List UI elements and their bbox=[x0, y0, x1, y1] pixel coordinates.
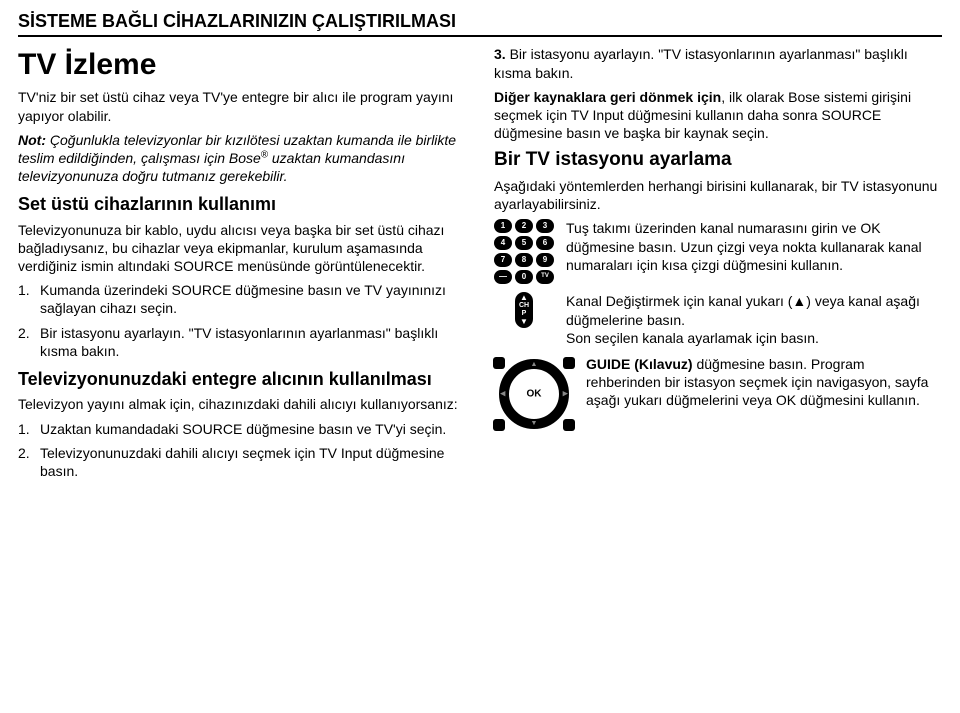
list-item: 2.Bir istasyonu ayarlayın. "TV istasyonl… bbox=[18, 324, 466, 360]
nav-corner-icon bbox=[493, 419, 505, 431]
intro-text: TV'niz bir set üstü cihaz veya TV'ye ent… bbox=[18, 88, 466, 124]
chpad-block: ▲ CH P ▼ Kanal Değiştirmek için kanal yu… bbox=[494, 292, 942, 347]
step3-text: Bir istasyonu ayarlayın. "TV istasyonlar… bbox=[494, 46, 908, 80]
keypad-block: 1 2 3 4 5 6 7 8 9 — 0 TV Tuş takımı üzer… bbox=[494, 219, 942, 284]
columns: TV İzleme TV'niz bir set üstü cihaz veya… bbox=[18, 45, 942, 486]
ayarlama-heading: Bir TV istasyonu ayarlama bbox=[494, 148, 942, 173]
registered-mark: ® bbox=[261, 149, 268, 160]
keypad-key: 8 bbox=[515, 253, 533, 267]
keypad-key: 6 bbox=[536, 236, 554, 250]
chpad-text: Kanal Değiştirmek için kanal yukarı (▲) … bbox=[566, 292, 942, 347]
note-prefix: Not: bbox=[18, 132, 46, 148]
tv-izleme-heading: TV İzleme bbox=[18, 45, 466, 84]
keypad-key: 9 bbox=[536, 253, 554, 267]
chpad-icon: ▲ CH P ▼ bbox=[494, 292, 554, 327]
step-number: 2. bbox=[18, 444, 40, 480]
keypad-key: 3 bbox=[536, 219, 554, 233]
keypad-key: 2 bbox=[515, 219, 533, 233]
note-paragraph: Not: Çoğunlukla televizyonlar bir kızılö… bbox=[18, 131, 466, 186]
navigation-pad: OK ▲ ▼ ▶ ◀ bbox=[499, 359, 569, 429]
step-text: Televizyonunuzdaki dahili alıcıyı seçmek… bbox=[40, 444, 466, 480]
left-column: TV İzleme TV'niz bir set üstü cihaz veya… bbox=[18, 45, 466, 486]
ch-down-icon: ▼ bbox=[520, 318, 528, 326]
ch-label: CH bbox=[519, 302, 529, 310]
other-sources-paragraph: Diğer kaynaklara geri dönmek için, ilk o… bbox=[494, 88, 942, 143]
keypad-key: 0 bbox=[515, 270, 533, 284]
nav-corner-icon bbox=[563, 419, 575, 431]
ayarlama-body: Aşağıdaki yöntemlerden herhangi birisini… bbox=[494, 177, 942, 213]
step-text: Bir istasyonu ayarlayın. "TV istasyonlar… bbox=[40, 324, 466, 360]
keypad-text: Tuş takımı üzerinden kanal numarasını gi… bbox=[566, 219, 942, 274]
keypad-key: 7 bbox=[494, 253, 512, 267]
set-ustu-body: Televizyonunuza bir kablo, uydu alıcısı … bbox=[18, 221, 466, 276]
keypad-key: — bbox=[494, 270, 512, 284]
navpad-icon: OK ▲ ▼ ▶ ◀ bbox=[494, 355, 574, 429]
nav-right-icon: ▶ bbox=[563, 389, 568, 398]
list-item: 2.Televizyonunuzdaki dahili alıcıyı seçm… bbox=[18, 444, 466, 480]
nav-down-icon: ▼ bbox=[531, 419, 538, 428]
right-column: 3. Bir istasyonu ayarlayın. "TV istasyon… bbox=[494, 45, 942, 486]
nav-corner-icon bbox=[493, 357, 505, 369]
nav-left-icon: ◀ bbox=[500, 389, 505, 398]
keypad-key: 5 bbox=[515, 236, 533, 250]
channel-pad: ▲ CH P ▼ bbox=[515, 292, 533, 327]
step3-number: 3. bbox=[494, 46, 506, 62]
entegre-body: Televizyon yayını almak için, cihazınızd… bbox=[18, 395, 466, 413]
nav-up-icon: ▲ bbox=[531, 360, 538, 369]
list-item: 1.Kumanda üzerindeki SOURCE düğmesine ba… bbox=[18, 281, 466, 317]
keypad-key: TV bbox=[536, 270, 554, 284]
set-ustu-heading: Set üstü cihazlarının kullanımı bbox=[18, 193, 466, 216]
page-title: SİSTEME BAĞLI CİHAZLARINIZIN ÇALIŞTIRILM… bbox=[18, 10, 942, 37]
step-text: Kumanda üzerindeki SOURCE düğmesine bası… bbox=[40, 281, 466, 317]
other-sources-bold: Diğer kaynaklara geri dönmek için bbox=[494, 89, 721, 105]
guide-bold: GUIDE (Kılavuz) bbox=[586, 356, 693, 372]
keypad-icon: 1 2 3 4 5 6 7 8 9 — 0 TV bbox=[494, 219, 554, 284]
nav-corner-icon bbox=[563, 357, 575, 369]
step-number: 2. bbox=[18, 324, 40, 360]
ch-up-icon: ▲ bbox=[520, 294, 528, 302]
navpad-text: GUIDE (Kılavuz) düğmesine basın. Program… bbox=[586, 355, 942, 410]
step3-line: 3. Bir istasyonu ayarlayın. "TV istasyon… bbox=[494, 45, 942, 81]
set-ustu-steps: 1.Kumanda üzerindeki SOURCE düğmesine ba… bbox=[18, 281, 466, 360]
step-number: 1. bbox=[18, 420, 40, 438]
step-text: Uzaktan kumandadaki SOURCE düğmesine bas… bbox=[40, 420, 446, 438]
entegre-heading: Televizyonunuzdaki entegre alıcının kull… bbox=[18, 368, 466, 391]
keypad-grid: 1 2 3 4 5 6 7 8 9 — 0 TV bbox=[494, 219, 554, 284]
keypad-key: 4 bbox=[494, 236, 512, 250]
step-number: 1. bbox=[18, 281, 40, 317]
entegre-steps: 1.Uzaktan kumandadaki SOURCE düğmesine b… bbox=[18, 420, 466, 481]
keypad-key: 1 bbox=[494, 219, 512, 233]
navpad-block: OK ▲ ▼ ▶ ◀ GUIDE (Kılavuz) düğmesine bas… bbox=[494, 355, 942, 429]
list-item: 1.Uzaktan kumandadaki SOURCE düğmesine b… bbox=[18, 420, 466, 438]
